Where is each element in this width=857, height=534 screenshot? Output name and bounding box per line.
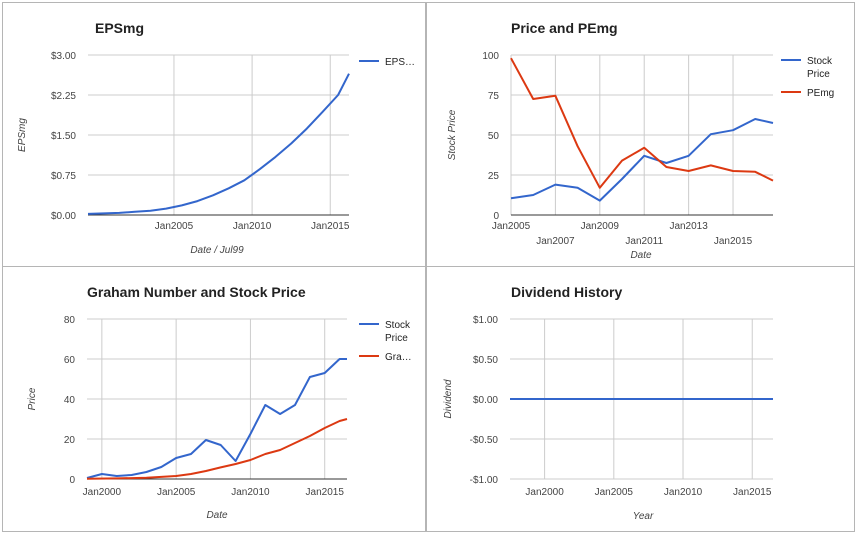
x-axis-label: Date / Jul99	[190, 245, 244, 256]
legend-label: PEmg	[807, 88, 834, 99]
y-tick-label: 0	[69, 475, 75, 486]
y-tick-label: 75	[488, 91, 500, 102]
x-axis-label: Date	[206, 510, 228, 521]
y-tick-label: $0.00	[51, 211, 76, 222]
x-tick-label: Jan2015	[306, 487, 345, 498]
x-tick-label: Jan2015	[714, 236, 753, 247]
series-line-0	[86, 358, 347, 479]
x-tick-label: Jan2010	[664, 487, 703, 498]
dividend-chart-panel: Dividend History -$1.00 -$0.50 $0.00 $0.50 $1…	[426, 266, 855, 532]
graham-chart: Graham Number and Stock Price 0 20 40 60 80 Ja…	[27, 284, 412, 521]
eps-chart-panel: EPSmg $0.00 $0.75 $1.50 $2.25 $3.00 Jan2005 Jan…	[2, 2, 426, 267]
y-tick-label: $0.75	[51, 171, 76, 182]
x-tick-label: Jan2005	[595, 487, 634, 498]
legend-label: Stock Price	[807, 56, 833, 80]
price-pe-chart-panel: Price and PEmg 0 25 50 75 100 Jan2005 Jan2007 Ja…	[426, 2, 855, 267]
x-tick-label: Jan2000	[83, 487, 122, 498]
x-tick-label: Jan2000	[525, 487, 564, 498]
x-tick-label: Jan2005	[157, 487, 196, 498]
chart-title: EPSmg	[95, 20, 144, 36]
y-tick-label: 40	[64, 395, 76, 406]
x-tick-label: Jan2013	[669, 221, 708, 232]
y-tick-label: 60	[64, 355, 76, 366]
series-line-1	[86, 418, 348, 480]
x-axis-label: Year	[633, 511, 654, 522]
y-axis-label: EPSmg	[17, 118, 28, 152]
price-pe-chart: Price and PEmg 0 25 50 75 100 Jan2005 Jan2007 Ja…	[447, 20, 834, 261]
legend-label: Stock Price	[385, 320, 411, 344]
y-tick-label: -$1.00	[470, 475, 499, 486]
x-tick-label: Jan2005	[155, 221, 194, 232]
x-tick-label: Jan2011	[625, 236, 663, 247]
y-tick-label: $0.00	[473, 395, 498, 406]
y-tick-label: 0	[493, 211, 499, 222]
y-axis-label: Price	[27, 387, 38, 410]
eps-chart: EPSmg $0.00 $0.75 $1.50 $2.25 $3.00 Jan2005 Jan…	[17, 20, 415, 256]
graham-chart-panel: Graham Number and Stock Price 0 20 40 60 80 Ja…	[2, 266, 426, 532]
y-tick-label: -$0.50	[470, 435, 499, 446]
y-tick-label: 20	[64, 435, 76, 446]
dividend-chart: Dividend History -$1.00 -$0.50 $0.00 $0.50 $1…	[443, 284, 773, 522]
y-tick-label: $1.50	[51, 131, 76, 142]
y-tick-label: 80	[64, 315, 76, 326]
x-tick-label: Jan2010	[233, 221, 272, 232]
series-line-1	[510, 57, 774, 189]
chart-title: Graham Number and Stock Price	[87, 284, 306, 300]
x-tick-label: Jan2015	[733, 487, 772, 498]
y-tick-label: $1.00	[473, 315, 498, 326]
y-axis-label: Stock Price	[447, 109, 458, 160]
y-tick-label: $0.50	[473, 355, 498, 366]
chart-title: Price and PEmg	[511, 20, 618, 36]
series-line-0	[510, 118, 774, 202]
x-tick-label: Jan2009	[581, 221, 620, 232]
x-tick-label: Jan2007	[536, 236, 575, 247]
series-line-0	[87, 73, 350, 215]
chart-title: Dividend History	[511, 284, 622, 300]
y-axis-label: Dividend	[443, 379, 454, 418]
y-tick-label: 50	[488, 131, 500, 142]
y-tick-label: $2.25	[51, 91, 76, 102]
y-tick-label: 25	[488, 171, 500, 182]
legend-label: Gra…	[385, 352, 412, 363]
legend-label: EPS…	[385, 57, 415, 68]
x-axis-label: Date	[630, 250, 652, 261]
x-tick-label: Jan2010	[231, 487, 270, 498]
x-tick-label: Jan2015	[311, 221, 350, 232]
y-tick-label: $3.00	[51, 51, 76, 62]
x-tick-label: Jan2005	[492, 221, 531, 232]
y-tick-label: 100	[482, 51, 499, 62]
